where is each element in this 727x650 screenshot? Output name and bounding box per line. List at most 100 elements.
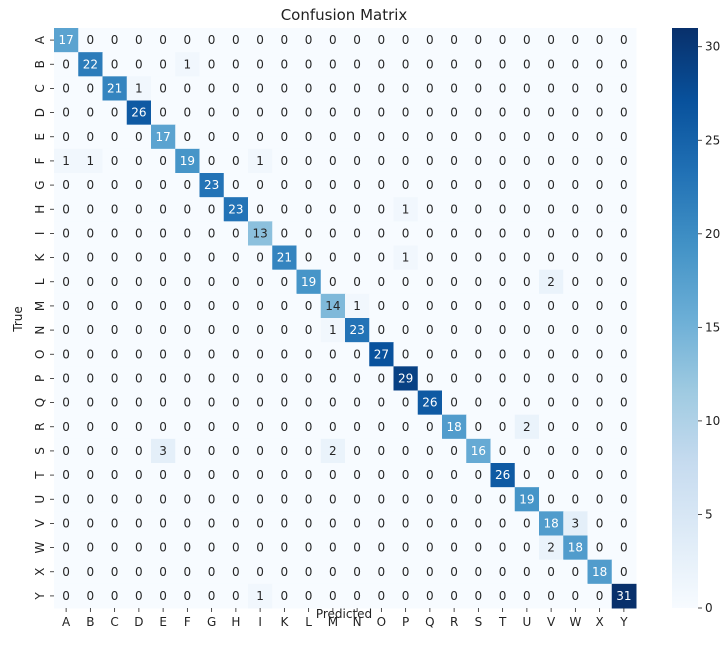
cell-value-label: 0: [305, 347, 313, 361]
cell-value-label: 1: [135, 81, 143, 95]
cell-value-label: 0: [475, 33, 483, 47]
cell-value-label: 0: [353, 130, 361, 144]
x-tick-label: S: [475, 615, 483, 629]
heatmap-cell: [151, 583, 176, 609]
cell-value-label: 0: [353, 154, 361, 168]
heatmap-cell: [514, 221, 540, 246]
cell-value-label: 0: [87, 541, 95, 555]
cell-value-label: 0: [184, 444, 192, 458]
heatmap-cell: [587, 463, 613, 488]
heatmap-cell: [611, 221, 637, 246]
heatmap-cell: [151, 221, 176, 246]
heatmap-cell: [272, 148, 297, 174]
x-tick-label: G: [207, 615, 216, 629]
heatmap-cell: [296, 583, 322, 609]
cell-value-label: 0: [62, 444, 70, 458]
cell-value-label: 0: [281, 275, 289, 289]
cell-value-label: 0: [111, 299, 119, 313]
cell-value-label: 0: [596, 516, 604, 530]
heatmap-cell: [126, 559, 152, 585]
cell-value-label: 0: [111, 57, 119, 71]
cell-value-label: 2: [547, 541, 555, 555]
cell-value-label: 0: [620, 81, 628, 95]
heatmap-cell: [587, 366, 613, 391]
heatmap-cell: [54, 318, 79, 343]
cell-value-label: 0: [523, 178, 531, 192]
cell-value-label: 0: [596, 202, 604, 216]
heatmap-cell: [54, 197, 79, 222]
heatmap-cell: [417, 511, 443, 536]
cell-value-label: 0: [402, 130, 410, 144]
cell-value-label: 0: [450, 299, 458, 313]
heatmap-cell: [393, 342, 419, 367]
heatmap-cell: [296, 100, 322, 126]
heatmap-cell: [272, 173, 297, 198]
cell-value-label: 0: [378, 565, 386, 579]
cell-value-label: 0: [475, 565, 483, 579]
cell-value-label: 0: [232, 130, 240, 144]
cell-value-label: 17: [155, 130, 170, 144]
heatmap-cell: [126, 148, 152, 174]
heatmap-cell: [78, 342, 103, 367]
cell-value-label: 0: [499, 130, 507, 144]
cell-value-label: 0: [620, 299, 628, 313]
heatmap-cell: [417, 293, 443, 319]
cell-value-label: 0: [184, 347, 192, 361]
heatmap-cell: [490, 583, 516, 609]
heatmap-cell: [223, 318, 249, 343]
cell-value-label: 0: [111, 565, 119, 579]
cell-value-label: 0: [596, 541, 604, 555]
heatmap-cell: [151, 293, 176, 319]
cell-value-label: 0: [256, 565, 264, 579]
cell-value-label: 0: [572, 565, 580, 579]
cell-value-label: 0: [547, 468, 555, 482]
heatmap-cell: [248, 173, 273, 198]
heatmap-cell: [539, 414, 564, 440]
heatmap-cell: [151, 173, 176, 198]
heatmap-cell: [272, 559, 297, 585]
cell-value-label: 0: [596, 178, 604, 192]
heatmap-cell: [369, 197, 394, 222]
cell-value-label: 0: [232, 299, 240, 313]
x-tick-label: B: [86, 615, 94, 629]
heatmap-cell: [514, 269, 540, 295]
heatmap-cell: [78, 148, 103, 174]
heatmap-cell: [466, 197, 491, 222]
cell-value-label: 0: [572, 371, 580, 385]
cell-value-label: 0: [87, 420, 95, 434]
heatmap-cell: [369, 269, 394, 295]
cell-value-label: 0: [523, 275, 531, 289]
heatmap-cell: [320, 245, 346, 271]
heatmap-cell: [539, 559, 564, 585]
heatmap-cell: [320, 173, 346, 198]
cell-value-label: 0: [620, 154, 628, 168]
cell-value-label: 0: [62, 178, 70, 192]
cell-value-label: 0: [475, 251, 483, 265]
cell-value-label: 0: [378, 396, 386, 410]
heatmap-cell: [539, 100, 564, 126]
cell-value-label: 0: [87, 33, 95, 47]
heatmap-cell: [563, 76, 588, 101]
heatmap-cell: [587, 438, 613, 464]
x-tick-label: D: [134, 615, 143, 629]
heatmap-cell: [175, 76, 200, 101]
cell-value-label: 0: [547, 178, 555, 192]
heatmap-cell: [248, 100, 273, 126]
heatmap-cell: [611, 173, 637, 198]
cell-value-label: 0: [305, 541, 313, 555]
cell-value-label: 0: [499, 565, 507, 579]
heatmap-cell: [466, 269, 491, 295]
cell-value-label: 0: [426, 444, 434, 458]
heatmap-cell: [223, 390, 249, 416]
heatmap-cell: [587, 414, 613, 440]
cell-value-label: 0: [111, 444, 119, 458]
cell-value-label: 0: [256, 299, 264, 313]
cell-value-label: 0: [378, 444, 386, 458]
cell-value-label: 0: [329, 81, 337, 95]
cell-value-label: 0: [111, 541, 119, 555]
heatmap-cell: [175, 269, 200, 295]
heatmap-cell: [296, 269, 322, 295]
cell-value-label: 0: [572, 178, 580, 192]
heatmap-cell: [611, 293, 637, 319]
heatmap-cell: [587, 52, 613, 77]
